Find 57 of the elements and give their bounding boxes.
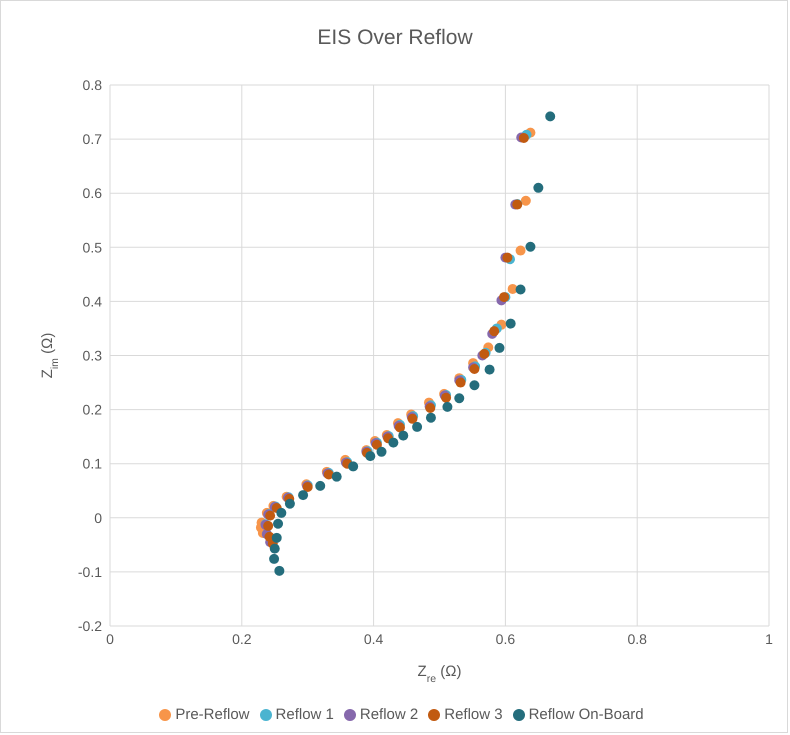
point [348, 461, 358, 472]
point [273, 518, 284, 529]
point [469, 380, 480, 390]
y-tick-label: 0.5 [82, 239, 102, 256]
point [274, 566, 284, 576]
legend-label: Reflow 3 [444, 706, 503, 723]
point [518, 133, 529, 144]
legend-label: Reflow 1 [276, 706, 334, 723]
point [263, 520, 274, 531]
x-tick-label: 0 [106, 630, 114, 647]
y-tick-label: 0 [94, 510, 102, 526]
point [442, 402, 452, 412]
point [545, 111, 556, 122]
x-tick-label: 0.6 [496, 630, 516, 647]
point [516, 246, 526, 256]
y-tick-label: 0.8 [82, 76, 102, 93]
x-tick-label: 0.8 [627, 630, 648, 647]
y-tick-label: 0.3 [82, 347, 102, 364]
point [365, 451, 376, 462]
point [456, 378, 466, 388]
point [533, 182, 544, 193]
y-tick-label: 0.7 [82, 131, 102, 148]
point [398, 430, 408, 441]
y-tick-label: -0.1 [78, 564, 102, 580]
point [506, 318, 516, 329]
point [489, 326, 500, 336]
point [315, 480, 326, 491]
point [298, 490, 308, 500]
y-tick-label: 0.6 [82, 185, 102, 202]
x-tick-label: 0.2 [232, 630, 252, 647]
legend-label: Pre-Reflow [175, 706, 250, 723]
point [270, 544, 280, 554]
chart-title: EIS Over Reflow [316, 26, 474, 50]
point [276, 508, 286, 518]
point [376, 446, 387, 457]
point [484, 364, 495, 375]
point [494, 342, 504, 353]
point [284, 498, 295, 509]
point [269, 554, 280, 564]
y-tick-label: 0.4 [82, 293, 102, 310]
legend-label: Reflow 2 [360, 706, 418, 723]
y-tick-label: 0.2 [82, 402, 102, 418]
point [412, 422, 422, 432]
legend-label: Reflow On-Board [528, 706, 644, 723]
x-tick-label: 0.4 [364, 630, 384, 647]
y-tick-label: -0.2 [78, 618, 102, 634]
point [426, 412, 436, 423]
x-tick-label: 1 [765, 630, 774, 647]
point [388, 438, 398, 448]
point [520, 196, 531, 206]
x-axis-title: Z$_{re}$ (Ω) [418, 663, 462, 685]
point [516, 284, 526, 294]
y-tick-label: 0.1 [82, 456, 102, 472]
point [525, 242, 536, 252]
point [332, 472, 342, 482]
point [454, 393, 464, 404]
point [272, 532, 282, 543]
